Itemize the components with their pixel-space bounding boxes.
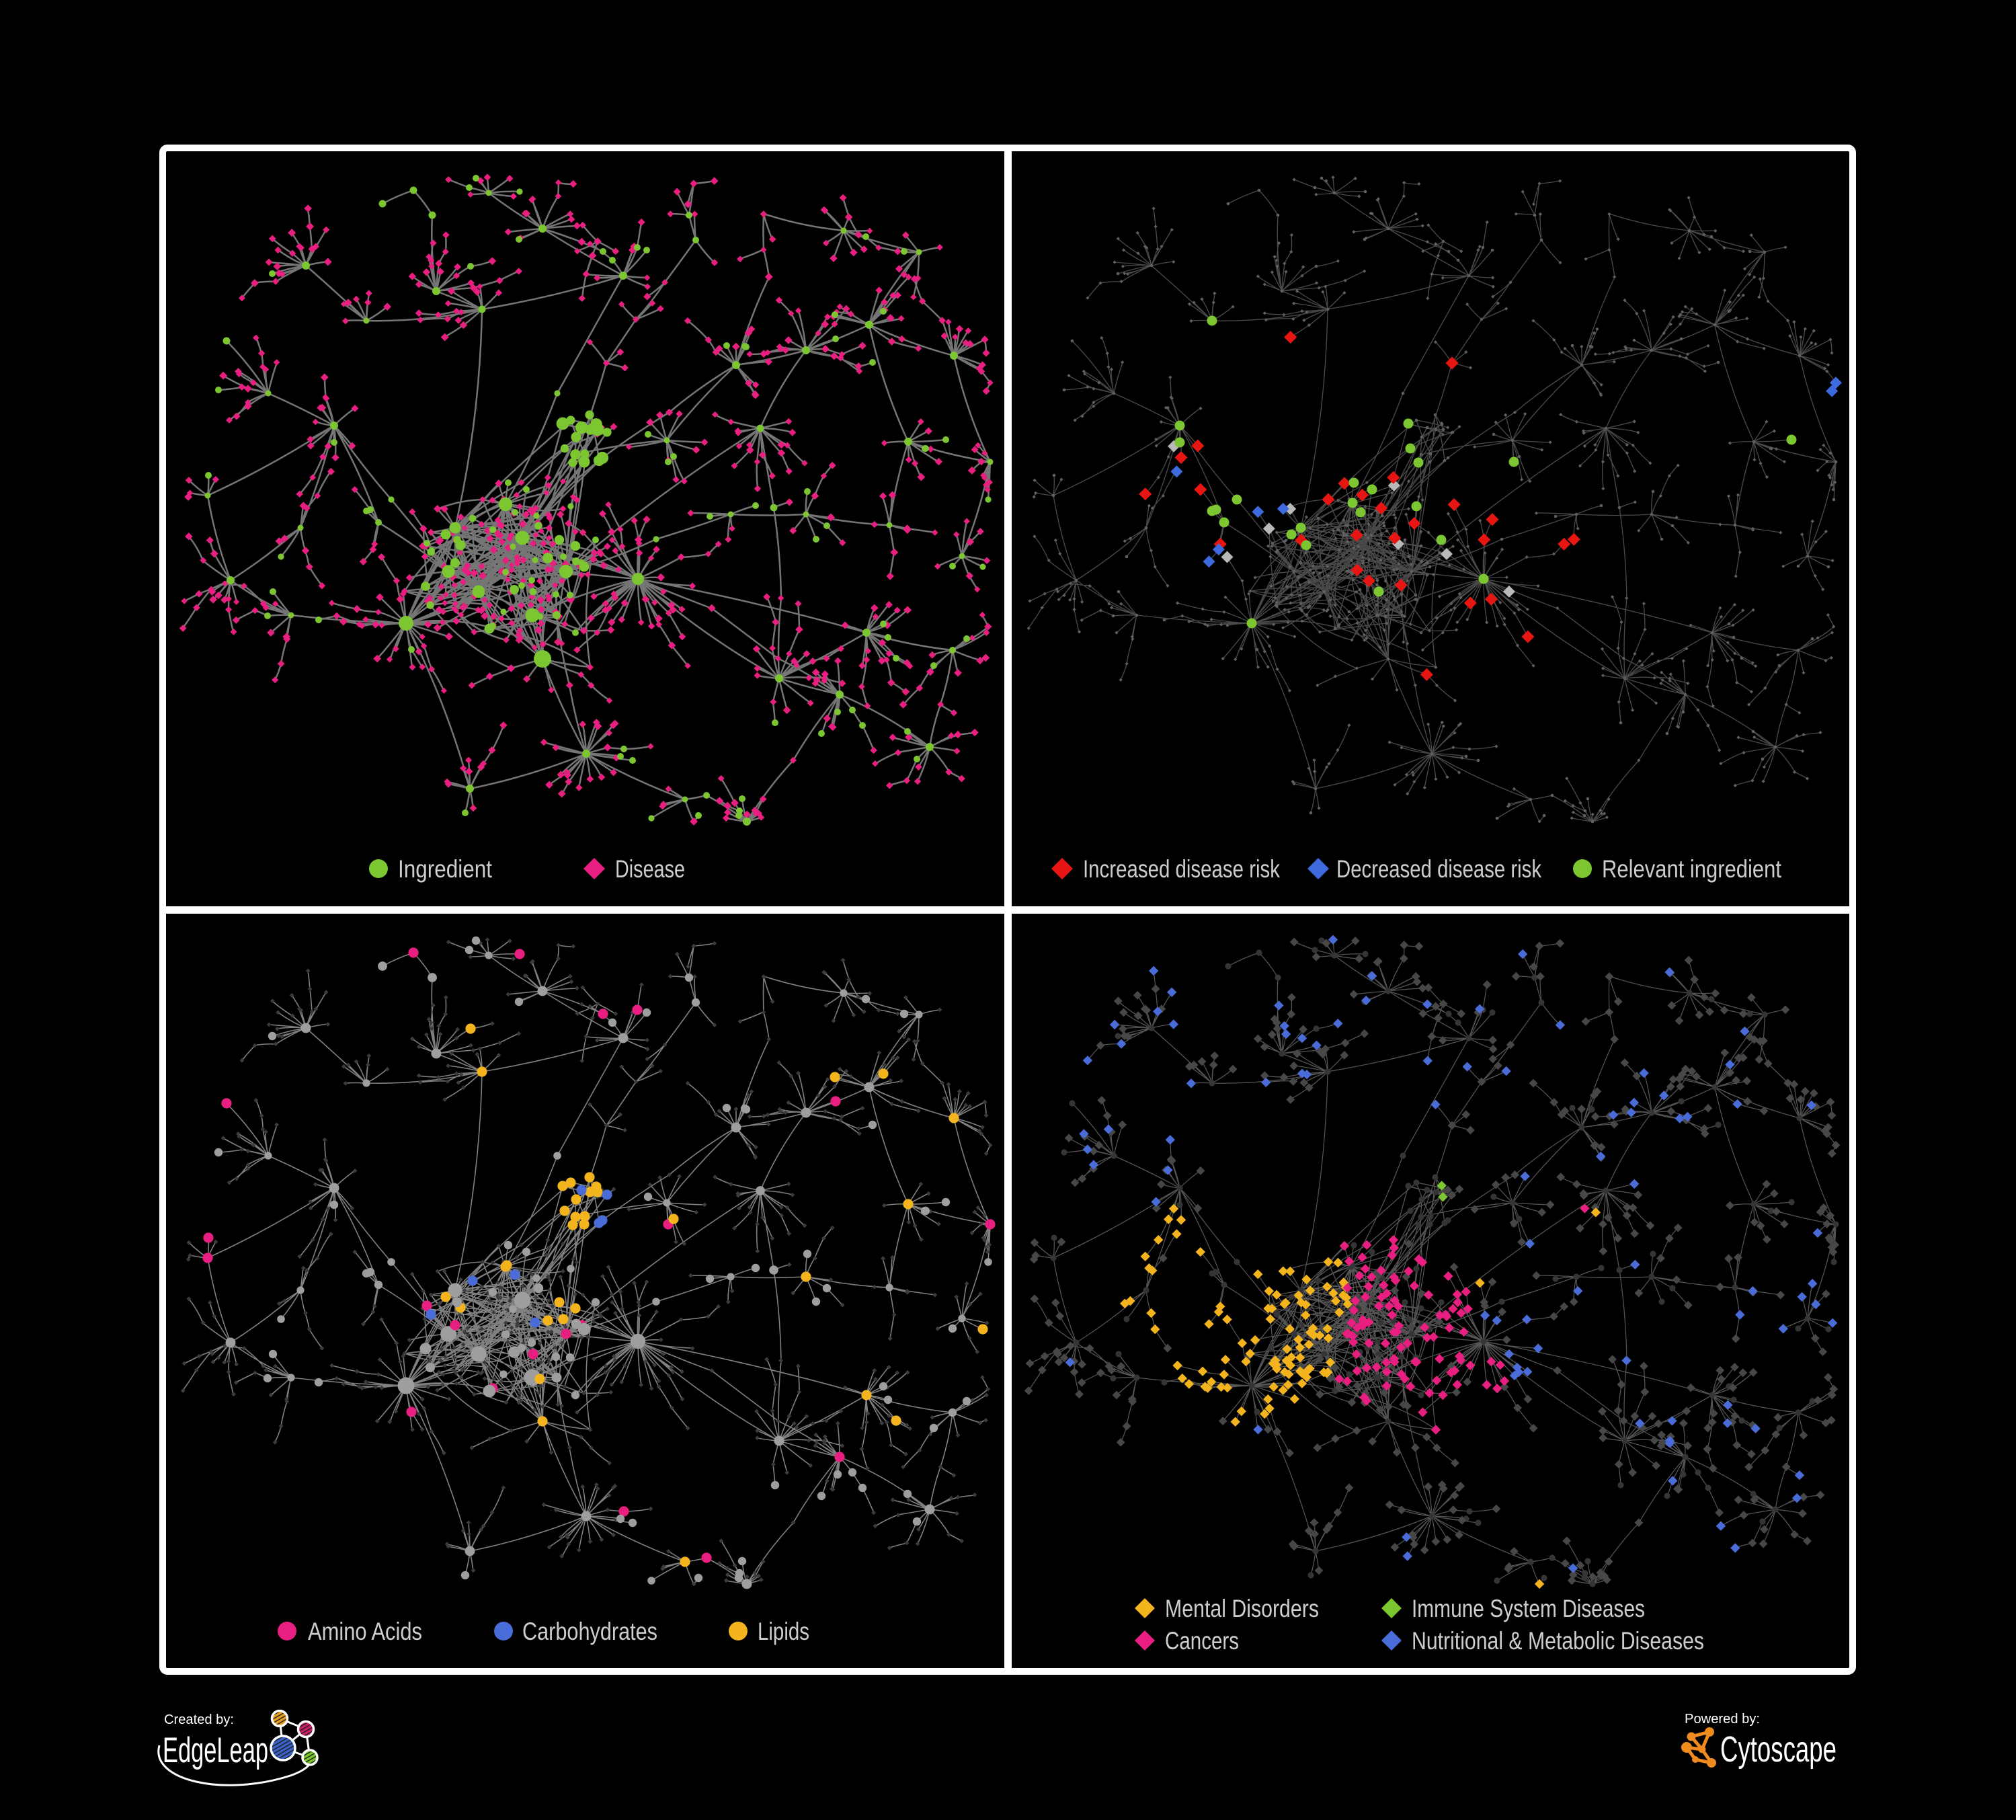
svg-text:Cytoscape: Cytoscape xyxy=(1720,1729,1837,1770)
svg-text:Immune System Diseases: Immune System Diseases xyxy=(1412,1595,1645,1622)
svg-text:Decreased disease risk: Decreased disease risk xyxy=(1336,855,1541,883)
svg-text:Created by:: Created by: xyxy=(164,1712,234,1727)
svg-text:Relevant ingredient: Relevant ingredient xyxy=(1602,855,1782,883)
svg-text:Carbohydrates: Carbohydrates xyxy=(522,1618,657,1645)
svg-text:Lipids: Lipids xyxy=(758,1618,809,1645)
svg-text:EdgeLeap: EdgeLeap xyxy=(163,1731,268,1770)
svg-text:Disease: Disease xyxy=(615,855,685,883)
svg-text:Nutritional & Metabolic Diseas: Nutritional & Metabolic Diseases xyxy=(1412,1627,1704,1655)
svg-text:Amino Acids: Amino Acids xyxy=(308,1618,422,1645)
svg-text:Mental Disorders: Mental Disorders xyxy=(1165,1595,1319,1622)
svg-text:Ingredient: Ingredient xyxy=(398,855,493,883)
svg-text:Increased disease risk: Increased disease risk xyxy=(1083,855,1280,883)
svg-text:Cancers: Cancers xyxy=(1165,1627,1239,1655)
svg-text:Powered by:: Powered by: xyxy=(1685,1712,1760,1727)
